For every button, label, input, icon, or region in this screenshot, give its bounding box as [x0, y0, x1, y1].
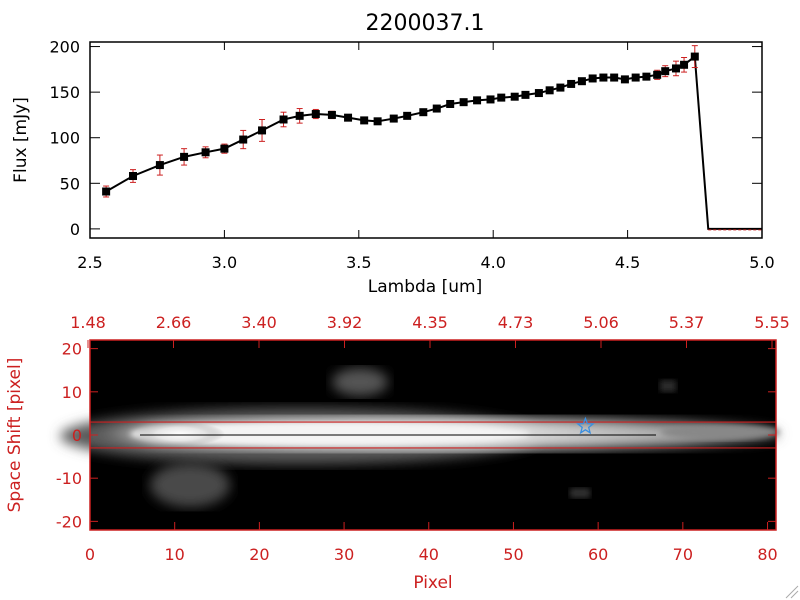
image-top-tick-label: 3.40: [241, 313, 277, 332]
image-y-axis-label: Space Shift [pixel]: [5, 358, 25, 513]
spectrum-frame: [89, 41, 763, 239]
data-point: [360, 116, 369, 125]
image-top-tick-label: 5.55: [754, 313, 790, 332]
spectrum-panel: 2200037.1 2.5 3.0 3.5 4.0 4.5 5.0 0 50 100 150 20…: [11, 11, 775, 297]
data-point: [258, 126, 267, 135]
image-y-ticks: -20 -10 0 10 20: [56, 340, 776, 531]
data-point: [567, 79, 576, 88]
data-point: [510, 92, 519, 101]
data-point: [180, 152, 189, 161]
x-tick-label: 5.0: [749, 253, 774, 272]
data-point: [545, 86, 554, 95]
data-point: [642, 72, 651, 81]
image-x-tick-label: 0: [85, 545, 95, 564]
data-point: [403, 111, 412, 120]
data-point: [129, 172, 138, 181]
image-y-tick-label: 10: [62, 383, 82, 402]
x-tick-label: 3.0: [212, 253, 237, 272]
data-point: [102, 187, 111, 196]
data-point: [279, 115, 288, 124]
data-point: [327, 110, 336, 119]
image-x-tick-label: 60: [588, 545, 608, 564]
image-y-tick-label: -20: [56, 512, 82, 531]
data-point: [432, 104, 441, 113]
data-point: [311, 110, 320, 119]
spectrum-x-ticks: 2.5 3.0 3.5 4.0 4.5 5.0: [77, 42, 775, 272]
x-axis-label: Lambda [um]: [368, 277, 482, 297]
x-tick-label: 3.5: [346, 253, 371, 272]
image-top-tick-label: 2.66: [156, 313, 192, 332]
data-point: [653, 70, 662, 79]
data-point: [556, 83, 565, 92]
data-point: [671, 64, 680, 73]
image-top-tick-label: 3.92: [327, 313, 363, 332]
image-x-tick-label: 40: [419, 545, 439, 564]
data-point: [631, 73, 640, 82]
image-top-tick-label: 5.06: [583, 313, 619, 332]
image-x-tick-label: 30: [334, 545, 354, 564]
image-x-tick-label: 80: [757, 545, 777, 564]
data-point: [497, 93, 506, 102]
data-point: [610, 73, 619, 82]
y-tick-label: 100: [49, 129, 80, 148]
star-icon: [576, 416, 595, 435]
data-point: [459, 98, 468, 107]
image-x-ticks: 0 10 20 30 40 50 60 70 80: [85, 522, 778, 564]
y-tick-label: 50: [60, 174, 80, 193]
data-point: [473, 96, 482, 105]
data-point: [588, 74, 597, 83]
data-point: [577, 77, 586, 86]
data-point: [389, 114, 398, 123]
data-point: [534, 89, 543, 98]
image-panel: 0 10 20 30 40 50 60 70 80 -20 -10 0 10 20 1.48 2.66 3.…: [5, 313, 790, 593]
image-y-tick-label: 20: [62, 340, 82, 359]
resize-grip-icon[interactable]: [785, 585, 799, 599]
data-point: [220, 144, 229, 153]
image-top-tick-label: 4.35: [412, 313, 448, 332]
x-tick-label: 2.5: [77, 253, 102, 272]
data-point: [446, 99, 455, 108]
image-top-tick-label: 5.37: [669, 313, 705, 332]
image-x-axis-label: Pixel: [413, 573, 452, 593]
image-top-tick-label: 1.48: [70, 313, 106, 332]
image-y-tick-label: 0: [72, 426, 82, 445]
chart-title: 2200037.1: [366, 11, 485, 36]
spectrum-plot-area: [102, 45, 762, 231]
data-point: [373, 117, 382, 126]
data-point: [201, 148, 210, 157]
data-point: [486, 95, 495, 104]
image-x-tick-label: 50: [503, 545, 523, 564]
data-point: [680, 60, 689, 69]
x-tick-label: 4.0: [480, 253, 505, 272]
data-point: [239, 135, 248, 144]
image-y-tick-label: -10: [56, 469, 82, 488]
y-axis-label: Flux [mJy]: [11, 97, 31, 183]
data-point: [599, 73, 608, 82]
image-x-tick-label: 70: [673, 545, 693, 564]
aperture-lines: [90, 421, 776, 449]
y-tick-label: 200: [49, 38, 80, 57]
series-line: [105, 54, 762, 230]
data-point: [419, 108, 428, 117]
image-top-wavelength-ticks: 1.48 2.66 3.40 3.92 4.35 4.73 5.06 5.37 5.55: [70, 313, 790, 348]
y-tick-label: 0: [70, 220, 80, 239]
spectrum-y-ticks: 0 50 100 150 200: [49, 38, 762, 239]
data-point: [690, 52, 699, 61]
image-x-tick-label: 20: [249, 545, 269, 564]
data-point: [155, 161, 164, 170]
data-point: [620, 75, 629, 84]
image-x-tick-label: 10: [165, 545, 185, 564]
x-tick-label: 4.5: [615, 253, 640, 272]
image-top-tick-label: 4.73: [498, 313, 534, 332]
data-point: [521, 90, 530, 99]
star-marker: [576, 416, 595, 435]
data-point: [661, 67, 670, 76]
y-tick-label: 150: [49, 83, 80, 102]
data-point: [295, 111, 304, 120]
data-point: [344, 113, 353, 122]
